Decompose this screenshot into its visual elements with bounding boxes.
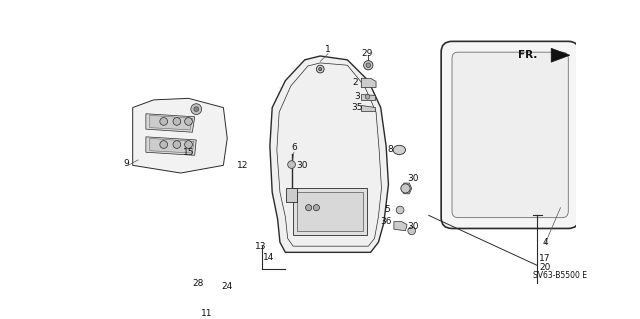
Circle shape <box>160 118 168 125</box>
Polygon shape <box>362 78 376 87</box>
Circle shape <box>305 204 312 211</box>
Ellipse shape <box>393 145 406 154</box>
Circle shape <box>184 141 193 148</box>
Polygon shape <box>360 94 374 100</box>
Text: 8: 8 <box>387 145 393 154</box>
Text: 9: 9 <box>124 159 129 167</box>
Polygon shape <box>297 192 363 231</box>
Text: 3: 3 <box>355 92 360 100</box>
Text: 30: 30 <box>297 161 308 170</box>
Circle shape <box>173 118 180 125</box>
Text: 30: 30 <box>408 174 419 183</box>
Text: 20: 20 <box>540 263 550 272</box>
Polygon shape <box>150 138 194 153</box>
Polygon shape <box>270 56 388 252</box>
Circle shape <box>365 94 370 99</box>
Text: 36: 36 <box>380 217 392 226</box>
Text: 13: 13 <box>255 242 266 251</box>
Polygon shape <box>360 105 374 111</box>
Circle shape <box>366 63 371 68</box>
Text: 28: 28 <box>192 278 204 288</box>
Text: FR.: FR. <box>518 50 537 60</box>
Polygon shape <box>231 291 249 302</box>
Text: 4: 4 <box>542 238 548 247</box>
Circle shape <box>313 204 319 211</box>
Circle shape <box>319 68 322 70</box>
Text: 15: 15 <box>183 148 195 157</box>
Polygon shape <box>132 98 227 173</box>
FancyBboxPatch shape <box>441 41 579 228</box>
FancyBboxPatch shape <box>452 52 568 218</box>
Bar <box>286 189 297 202</box>
Polygon shape <box>551 48 570 62</box>
Circle shape <box>173 141 180 148</box>
Text: 35: 35 <box>352 103 364 112</box>
Circle shape <box>209 293 212 295</box>
Polygon shape <box>146 114 195 132</box>
Text: 11: 11 <box>200 309 212 318</box>
Circle shape <box>194 107 198 111</box>
Circle shape <box>408 227 415 235</box>
Polygon shape <box>277 63 381 246</box>
Text: 5: 5 <box>384 205 390 214</box>
Polygon shape <box>402 183 412 194</box>
Text: 2: 2 <box>352 78 358 87</box>
Text: 14: 14 <box>262 253 274 262</box>
Circle shape <box>288 161 296 168</box>
Text: 30: 30 <box>408 222 419 231</box>
Circle shape <box>396 206 404 214</box>
Polygon shape <box>146 137 196 155</box>
Text: 6: 6 <box>292 143 298 152</box>
Text: 1: 1 <box>325 45 331 54</box>
Polygon shape <box>394 221 407 231</box>
Circle shape <box>316 65 324 73</box>
Circle shape <box>401 184 410 193</box>
Polygon shape <box>293 189 367 235</box>
Circle shape <box>160 141 168 148</box>
Circle shape <box>191 104 202 115</box>
Text: SV63-B5500 E: SV63-B5500 E <box>533 271 588 280</box>
Text: 24: 24 <box>221 282 233 291</box>
Text: 12: 12 <box>237 161 248 170</box>
Text: 29: 29 <box>361 49 372 58</box>
Polygon shape <box>150 115 193 130</box>
Text: 17: 17 <box>540 254 551 263</box>
Circle shape <box>206 290 214 298</box>
Circle shape <box>364 61 373 70</box>
Circle shape <box>184 118 193 125</box>
Circle shape <box>237 293 243 299</box>
